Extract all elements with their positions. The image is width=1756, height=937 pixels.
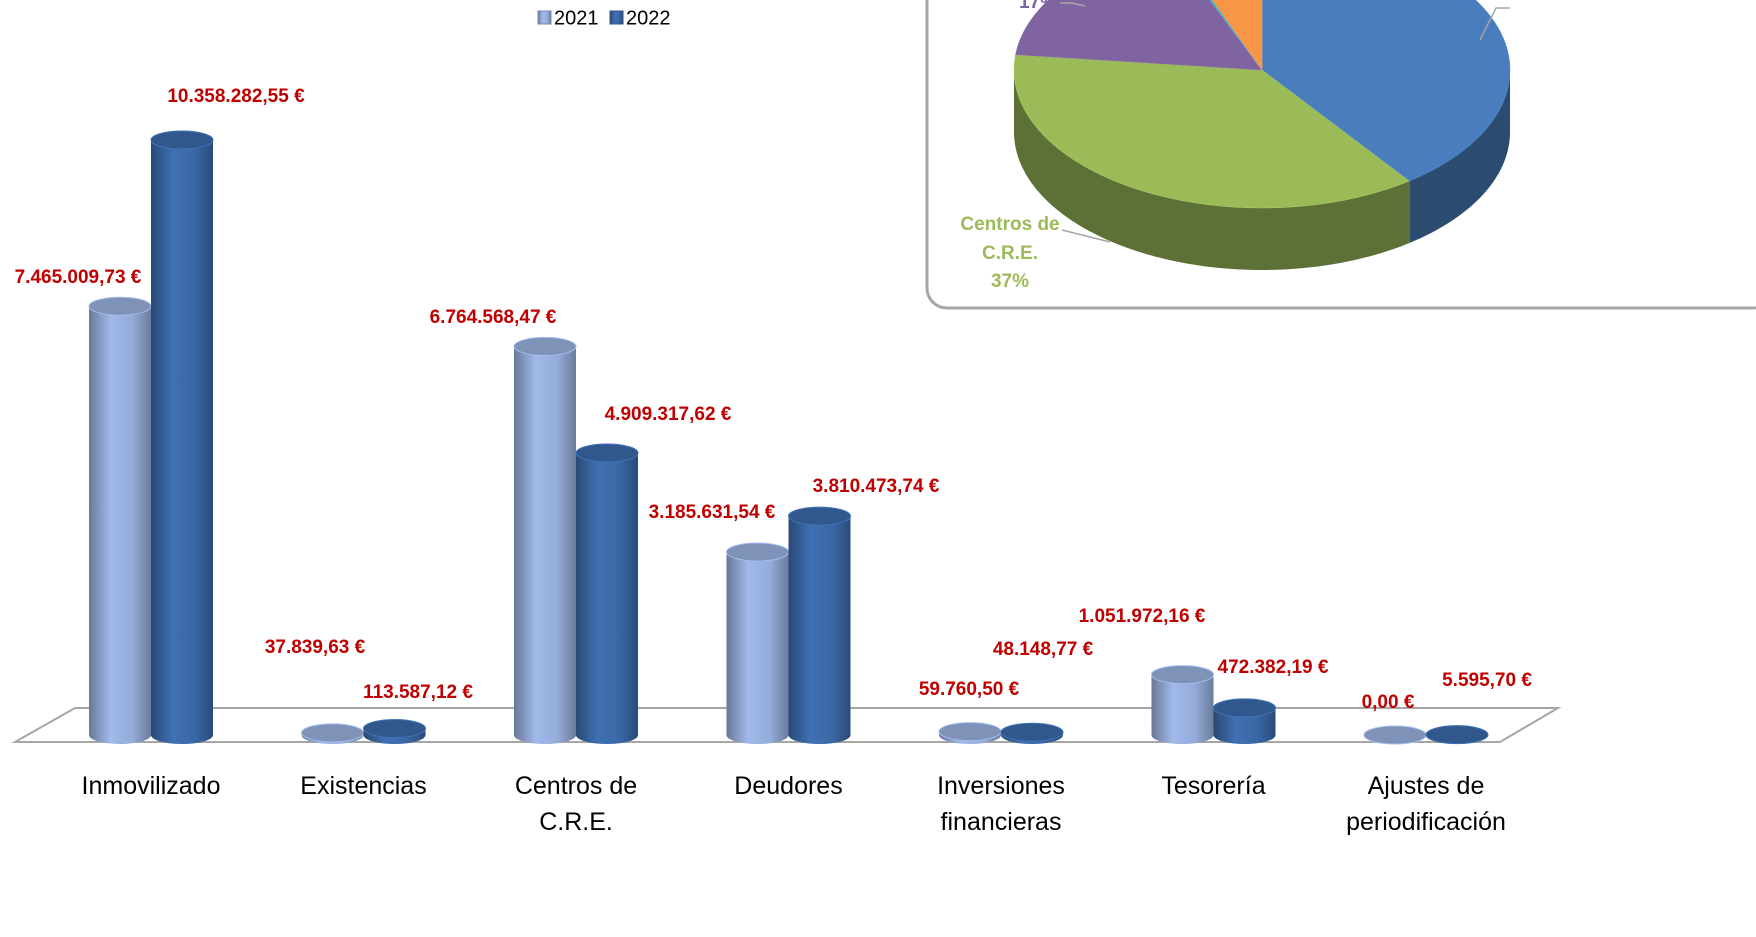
bar-top (513, 336, 577, 356)
bar (938, 722, 1002, 744)
bars (88, 130, 1489, 745)
leader-line (1061, 229, 1111, 243)
x-tick-label: Inversiones financieras (937, 772, 1065, 836)
data-label: 7.465.009,73 € (15, 267, 142, 288)
bar (301, 723, 364, 744)
data-label: 37.839,63 € (265, 637, 366, 658)
bar-top (726, 542, 789, 562)
data-label: 5.595,70 € (1442, 670, 1532, 691)
bar (363, 718, 426, 744)
data-label: 1.051.972,16 € (1079, 606, 1206, 627)
leader-line (1479, 7, 1510, 41)
data-label: 48.148,77 € (993, 639, 1094, 660)
x-tick-label: Ajustes de periodificación (1346, 772, 1506, 836)
bar-top (1213, 698, 1276, 718)
bar (1000, 722, 1064, 744)
pie-slice (1015, 0, 1263, 71)
bar-top (1151, 665, 1214, 685)
bar-top (301, 723, 364, 743)
pie-slice (1013, 54, 1410, 209)
pie-value-label: 17% (1019, 0, 1057, 13)
data-label: 113.587,12 € (363, 682, 473, 703)
data-label: 3.810.473,74 € (813, 476, 940, 497)
data-label: 3.185.631,54 € (649, 502, 776, 523)
bar-top (1425, 725, 1489, 745)
data-label: 0,00 € (1362, 692, 1415, 713)
legend-swatch (537, 10, 552, 25)
data-label: 6.764.568,47 € (430, 307, 557, 328)
bar-body (1151, 674, 1214, 744)
legend-label: 2022 (626, 7, 671, 29)
bar-top (938, 722, 1002, 742)
bar-body (514, 346, 576, 744)
bar-body (726, 552, 789, 744)
x-tick-label: Tesorería (1161, 772, 1266, 800)
bar (88, 296, 152, 744)
data-label: 472.382,19 € (1218, 657, 1329, 678)
pie-label: Centros de C.R.E. (960, 214, 1060, 264)
pie-chart (1013, 0, 1511, 270)
pie-slice (1166, 0, 1263, 71)
pie-slice-side (1014, 70, 1410, 270)
bar (1363, 725, 1427, 745)
pie-slice (1170, 0, 1263, 71)
data-label: 4.909.317,62 € (605, 404, 732, 425)
x-tick-label: Inmovilizado (81, 772, 221, 800)
pie-slice (1261, 0, 1511, 182)
bar-top (1363, 725, 1427, 745)
bar-top (788, 506, 851, 526)
bar-top (575, 443, 639, 463)
x-tick-label: Existencias (300, 772, 427, 800)
x-tick-label: Centros de C.R.E. (514, 772, 638, 836)
bar (1425, 725, 1489, 745)
bar (1213, 698, 1276, 744)
bar-body (788, 516, 851, 744)
bar-top (88, 296, 152, 316)
legend-label: 2021 (554, 7, 599, 29)
bar-body (151, 140, 213, 744)
legend-swatch (609, 10, 624, 25)
pie-value-label: 37% (991, 271, 1029, 292)
bar-top (363, 718, 426, 738)
bar-top (150, 130, 214, 150)
bar (150, 130, 214, 744)
bar (575, 443, 639, 744)
x-tick-label: Deudores (734, 772, 843, 800)
bar-body (576, 452, 638, 744)
pie-slice-side (1409, 70, 1510, 244)
leader-line (1060, 2, 1086, 7)
data-label: 10.358.282,55 € (167, 86, 305, 107)
bar (513, 336, 577, 744)
bar (1151, 665, 1214, 744)
bar-top (1000, 722, 1064, 742)
bar-body (89, 306, 151, 744)
bar (726, 542, 789, 744)
data-label: 59.760,50 € (919, 679, 1020, 700)
bar (788, 506, 851, 744)
bar-body (1213, 707, 1276, 744)
